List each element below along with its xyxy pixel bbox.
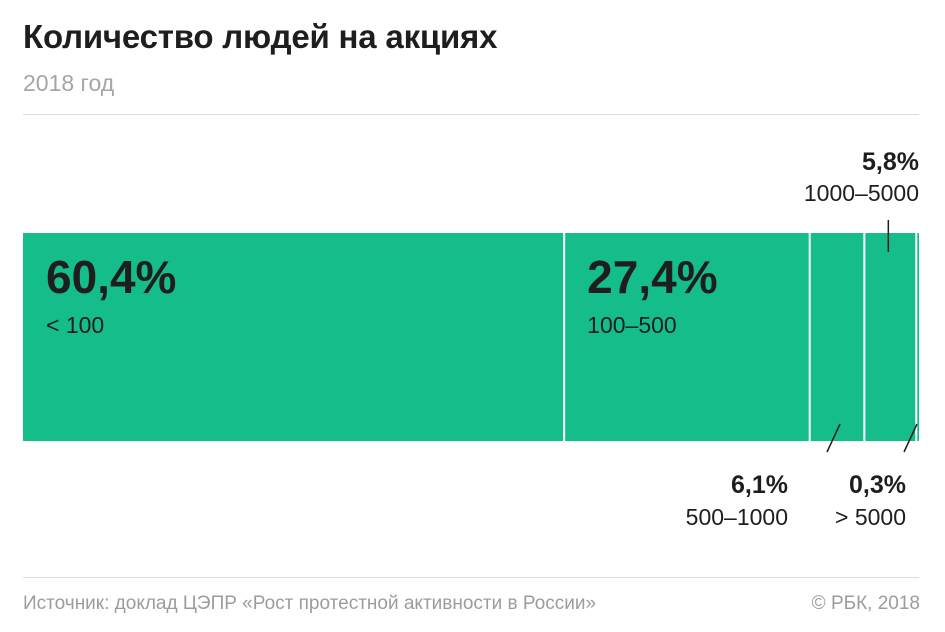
chart-subtitle: 2018 год <box>23 70 115 96</box>
leader-line-5 <box>903 423 918 453</box>
bar-segment-3 <box>809 233 865 441</box>
bar-segment-1 <box>23 233 565 441</box>
value-label-2: 27,4% <box>587 251 717 303</box>
category-label-4: 1000–5000 <box>804 180 919 206</box>
category-label-3: 500–1000 <box>686 504 788 530</box>
category-label-5: > 5000 <box>835 504 906 530</box>
top-divider <box>23 114 919 115</box>
value-label-3: 6,1% <box>731 471 788 499</box>
copyright-credit: © РБК, 2018 <box>811 593 920 614</box>
chart-title: Количество людей на акциях <box>23 18 498 55</box>
bar-segment-5 <box>916 233 919 441</box>
value-label-1: 60,4% <box>46 251 176 303</box>
leader-line-3 <box>826 423 841 453</box>
bar-segment-2 <box>564 233 810 441</box>
value-label-4: 5,8% <box>862 148 919 176</box>
value-label-5: 0,3% <box>849 471 906 499</box>
category-label-2: 100–500 <box>587 312 677 338</box>
category-label-1: < 100 <box>46 312 104 338</box>
source-note: Источник: доклад ЦЭПР «Рост протестной а… <box>23 593 597 614</box>
bar-segment-4 <box>864 233 917 441</box>
bottom-divider <box>23 577 919 578</box>
